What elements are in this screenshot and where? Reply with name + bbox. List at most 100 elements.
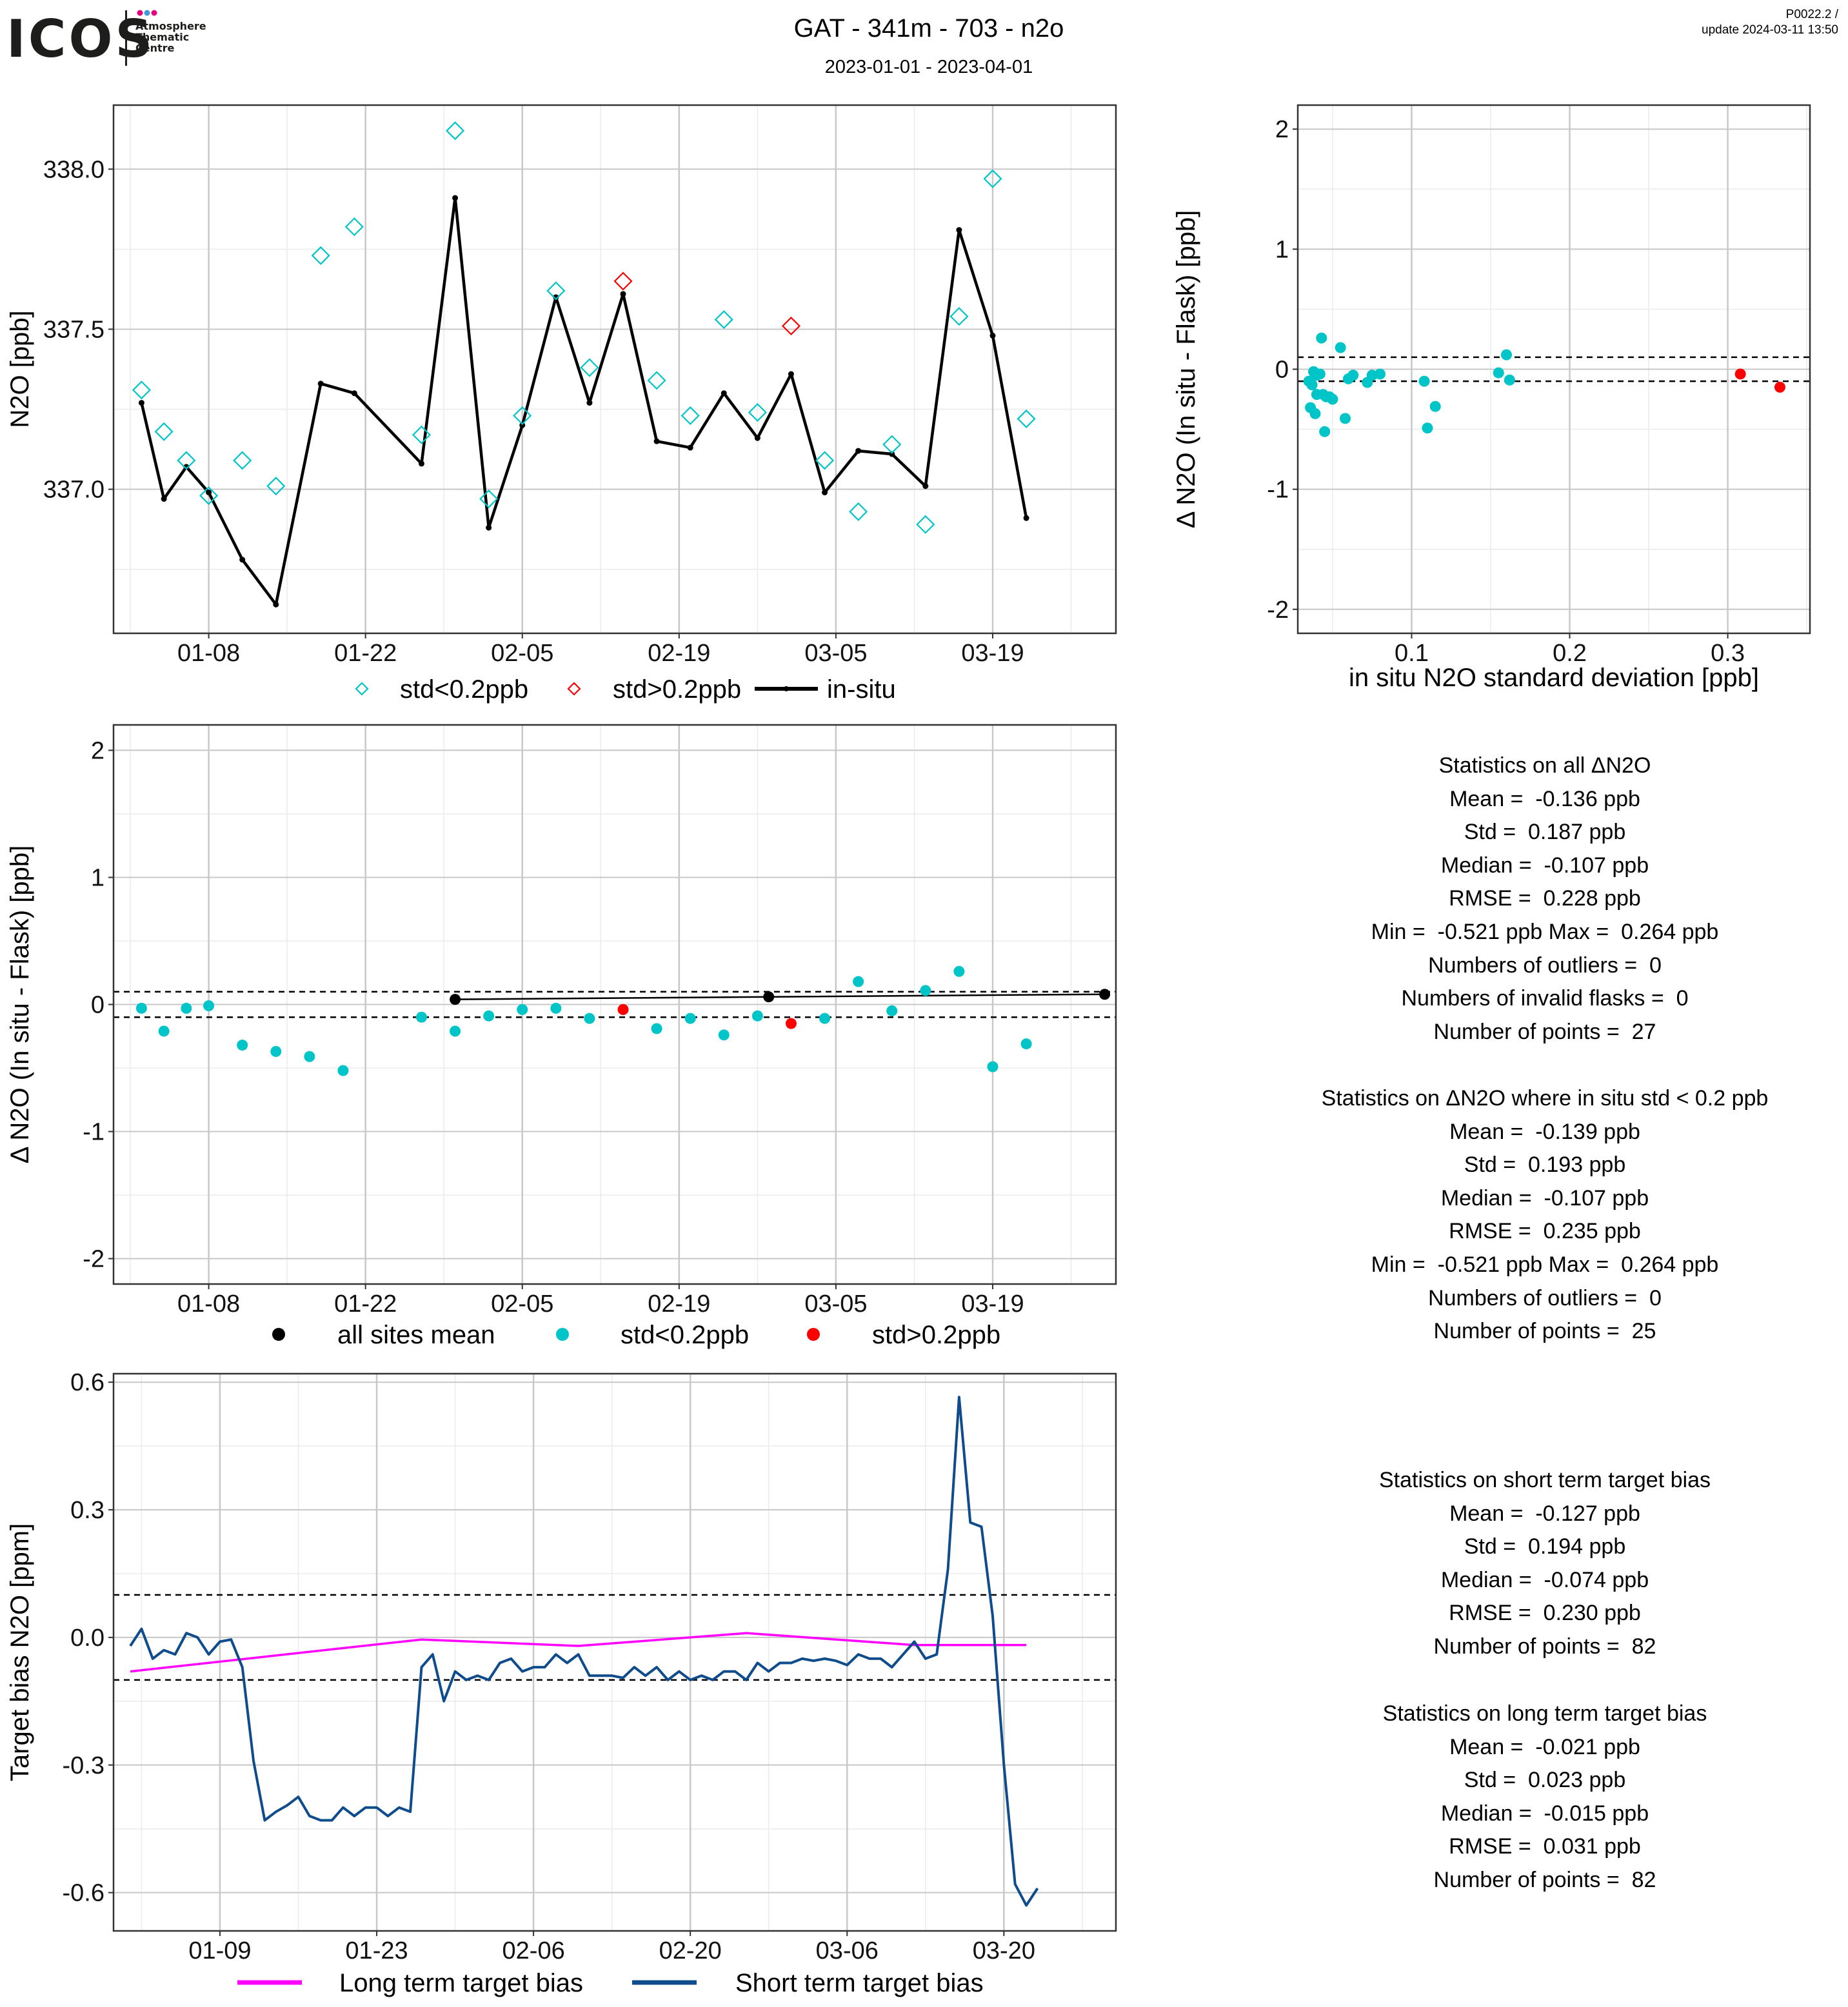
x-tick-label: 02-20 [659, 1937, 722, 1964]
data-point [1017, 409, 1036, 428]
x-tick-label: 01-08 [177, 1290, 240, 1318]
data-point [815, 451, 835, 470]
x-tick-label: 01-09 [188, 1937, 251, 1964]
x-tick-label: 03-20 [973, 1937, 1035, 1964]
stats-line: Std = 0.194 ppb [1464, 1534, 1626, 1559]
stats-title: Statistics on ΔN2O where in situ std < 0… [1321, 1086, 1769, 1111]
data-point [1099, 989, 1111, 1000]
stats-line: RMSE = 0.230 ppb [1449, 1601, 1641, 1626]
stats-line: Mean = -0.139 ppb [1449, 1119, 1640, 1144]
data-point [1774, 381, 1785, 393]
logo-dot [151, 10, 157, 16]
data-point [584, 1013, 595, 1024]
data-point [983, 169, 1002, 188]
data-point [956, 227, 962, 233]
y-tick-label: 0.6 [70, 1369, 104, 1396]
data-point [748, 402, 767, 422]
data-point [1023, 515, 1029, 521]
x-tick-label: 02-06 [502, 1937, 565, 1964]
stats-title: Statistics on short term target bias [1379, 1468, 1711, 1492]
x-tick-label: 0.3 [1711, 640, 1745, 667]
data-point [580, 358, 599, 377]
y-tick-label: 1 [1275, 236, 1289, 263]
data-point [1504, 374, 1515, 386]
logo-wordmark: ICOS [6, 9, 155, 69]
data-point [158, 1025, 170, 1037]
x-tick-label: 03-05 [804, 640, 867, 667]
data-point [1374, 368, 1386, 380]
data-point [161, 496, 167, 502]
stats-line: Std = 0.023 ppb [1464, 1768, 1626, 1793]
data-point [317, 381, 324, 387]
chart-delta_vs_std: 0.1 0.2 0.3 -2 -1 0 1 2 Δ N2O (In situ - Flask) … [1172, 104, 1811, 692]
plot-area [1303, 332, 1785, 437]
data-point [1314, 368, 1326, 380]
x-tick-label: 02-05 [491, 640, 553, 667]
x-tick-label: 01-22 [334, 1290, 397, 1318]
stats-line: Number of points = 82 [1433, 1867, 1656, 1892]
data-point [450, 994, 461, 1005]
data-point [1418, 375, 1430, 387]
y-tick-label: 1 [91, 864, 104, 891]
stats-line: Median = -0.107 ppb [1440, 1185, 1649, 1211]
data-point [1327, 393, 1338, 405]
stats-line: Number of points = 82 [1433, 1634, 1656, 1659]
data-point [822, 489, 828, 496]
logo-sub-line: Thematic [135, 31, 190, 43]
update-stamp: update 2024-03-11 13:50 [1702, 23, 1838, 37]
data-point [684, 1013, 696, 1024]
data-point [1422, 422, 1433, 434]
data-point [177, 451, 196, 470]
y-axis-label: Δ N2O (In situ - Flask) [ppb] [1172, 210, 1200, 529]
data-point [446, 121, 465, 141]
data-point [513, 406, 532, 426]
data-point [418, 460, 424, 467]
plot-frame [112, 724, 1117, 1285]
series-line [140, 196, 1028, 606]
data-point [550, 1002, 562, 1014]
stats-line: Min = -0.521 ppb Max = 0.264 ppb [1371, 919, 1719, 944]
data-point [304, 1051, 315, 1062]
data-point [233, 451, 252, 470]
data-point [651, 1023, 662, 1034]
data-point [1429, 400, 1441, 412]
stats-line: Numbers of outliers = 0 [1428, 1285, 1662, 1310]
data-point [949, 307, 969, 326]
plot-frame [112, 104, 1117, 635]
data-point [1306, 379, 1318, 391]
y-tick-label: 2 [1275, 116, 1289, 143]
series-line [455, 993, 1105, 1000]
data-point [181, 1002, 192, 1014]
data-point [517, 1004, 528, 1015]
data-point [687, 444, 693, 451]
y-tick-label: 337.0 [43, 477, 104, 504]
x-tick-label: 03-06 [816, 1937, 879, 1964]
data-point [138, 400, 144, 406]
logo-sub-line: Centre [135, 42, 175, 54]
data-point [788, 371, 794, 377]
y-tick-label: -1 [83, 1119, 104, 1146]
data-point [273, 601, 279, 608]
legend-label: Long term target bias [339, 1969, 583, 1997]
stats-line: Std = 0.187 ppb [1464, 820, 1626, 845]
data-point [351, 390, 357, 397]
data-point [784, 686, 789, 691]
logo-dots [137, 10, 157, 16]
data-point [718, 1029, 730, 1041]
stats-line: Numbers of outliers = 0 [1428, 953, 1662, 978]
x-tick-label: 02-19 [648, 640, 710, 667]
y-tick-label: 337.5 [43, 316, 104, 343]
data-point [452, 195, 459, 201]
x-tick-label: 03-19 [961, 640, 1024, 667]
data-point [886, 1005, 898, 1016]
data-point [754, 435, 760, 441]
data-point [270, 1045, 282, 1057]
data-point [647, 371, 666, 390]
data-point [272, 1328, 285, 1341]
stats-line: Mean = -0.136 ppb [1449, 786, 1640, 811]
stats-short-term: Statistics on short term target bias Mea… [1284, 1464, 1806, 1664]
page-title: GAT - 341m - 703 - n2o [793, 14, 1064, 43]
data-point [1020, 1038, 1032, 1050]
data-point [763, 991, 775, 1003]
